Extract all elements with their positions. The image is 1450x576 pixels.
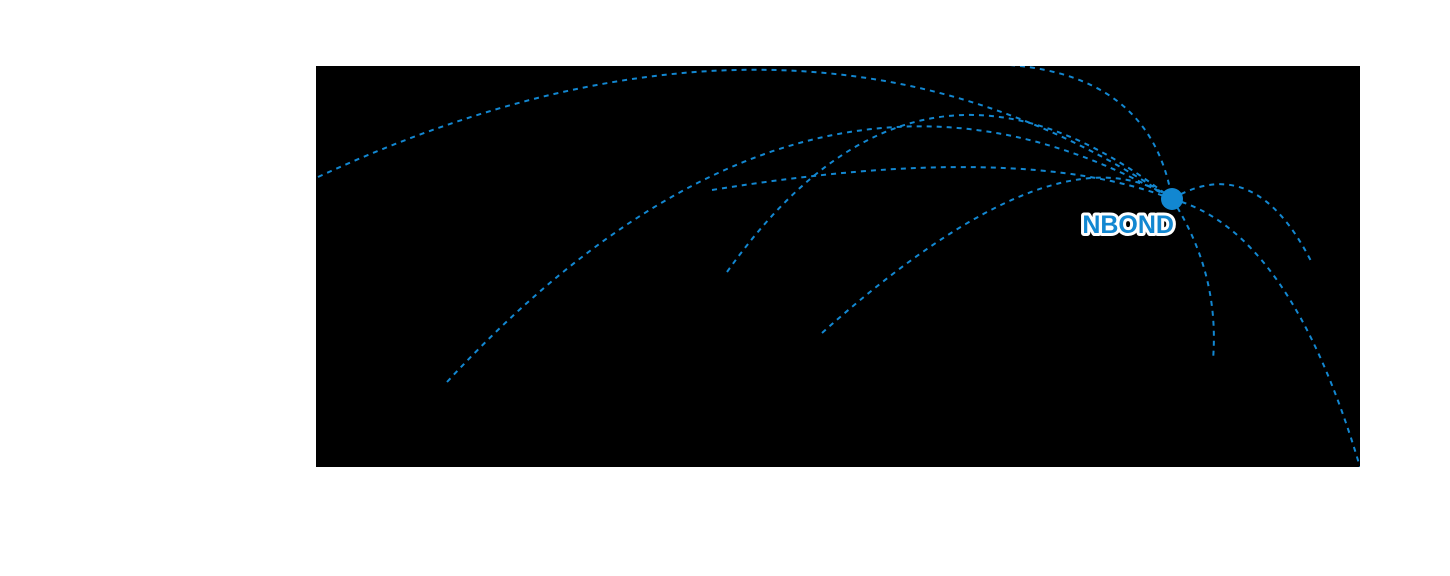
- graph-node-nbond[interactable]: [1161, 188, 1183, 210]
- edge-down-short: [1171, 198, 1215, 361]
- node-label-nbond: NBOND: [1082, 211, 1174, 239]
- edge-lower-left: [446, 125, 1173, 383]
- edge-top-arch: [1009, 66, 1173, 200]
- edge-bottom-right-long: [1171, 198, 1360, 467]
- edge-mid-left-rise: [726, 114, 1173, 273]
- edge-mid-low-rise: [821, 176, 1173, 334]
- edge-right-hook: [1171, 183, 1313, 264]
- network-graph: NBOND: [317, 66, 1360, 467]
- graph-canvas[interactable]: NBOND: [316, 66, 1360, 467]
- edges-group: [317, 66, 1360, 467]
- edge-left-top-arc: [317, 68, 1173, 200]
- edge-mid-left-flat: [711, 166, 1173, 200]
